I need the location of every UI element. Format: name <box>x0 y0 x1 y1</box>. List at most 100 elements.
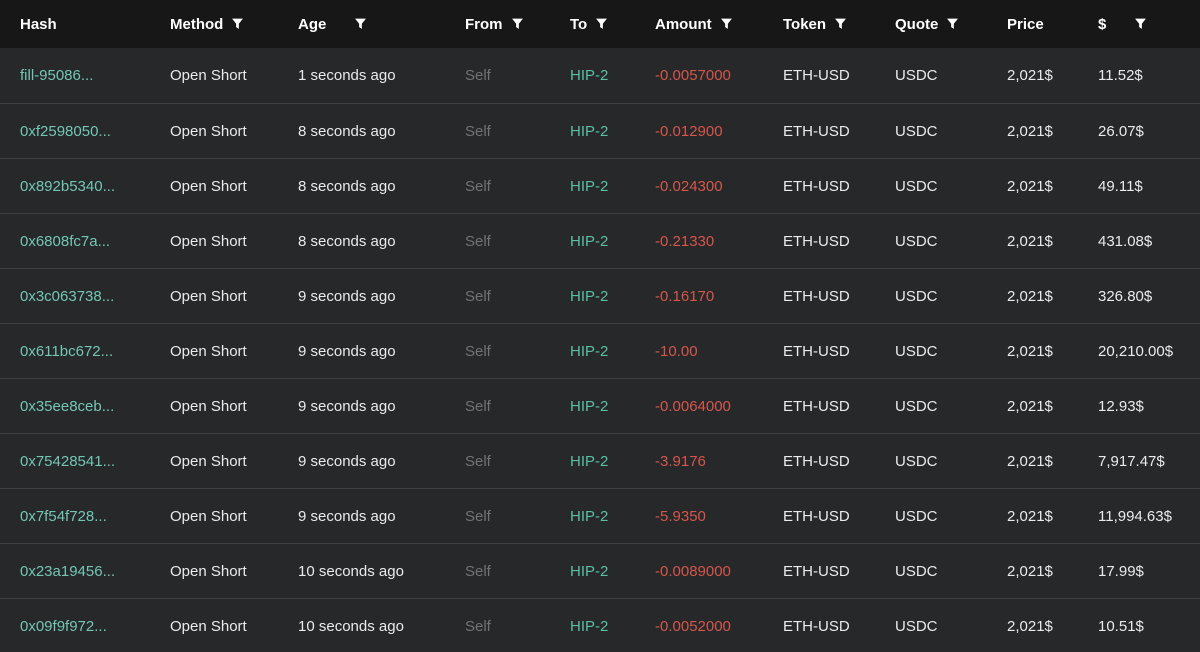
age-cell: 8 seconds ago <box>298 177 396 195</box>
column-header-usd-label: $ <box>1098 15 1107 33</box>
column-header-quote: Quote <box>880 16 990 33</box>
age-cell: 10 seconds ago <box>298 562 404 580</box>
column-header-amount: Amount <box>640 16 770 33</box>
usd-value-cell: 20,210.00$ <box>1098 342 1174 360</box>
column-header-token-label: Token <box>783 15 827 33</box>
hash-link[interactable]: 0x35ee8ceb... <box>20 397 115 415</box>
method-cell: Open Short <box>170 342 247 360</box>
age-cell: 9 seconds ago <box>298 452 396 470</box>
quote-cell: USDC <box>895 342 938 360</box>
table-body: fill-95086... Open Short 1 seconds ago S… <box>0 48 1200 652</box>
amount-cell: -0.0057000 <box>655 67 731 84</box>
age-cell: 10 seconds ago <box>298 617 404 635</box>
from-cell: Self <box>465 232 491 250</box>
token-cell: ETH-USD <box>783 232 850 250</box>
hash-link[interactable]: 0x23a19456... <box>20 562 116 580</box>
price-cell: 2,021$ <box>1007 232 1053 250</box>
hash-link[interactable]: 0x892b5340... <box>20 177 116 195</box>
table-row: 0xf2598050... Open Short 8 seconds ago S… <box>0 103 1200 158</box>
age-cell: 9 seconds ago <box>298 507 396 525</box>
from-cell: Self <box>465 287 491 305</box>
column-header-price-label: Price <box>1007 15 1044 33</box>
amount-cell: -0.21330 <box>655 232 715 250</box>
hash-link[interactable]: fill-95086... <box>20 67 94 84</box>
to-link[interactable]: HIP-2 <box>570 562 609 580</box>
usd-value-cell: 49.11$ <box>1098 177 1143 195</box>
age-cell: 9 seconds ago <box>298 287 396 305</box>
method-cell: Open Short <box>170 452 247 470</box>
to-link[interactable]: HIP-2 <box>570 67 609 84</box>
to-link[interactable]: HIP-2 <box>570 177 609 195</box>
quote-filter-icon[interactable] <box>946 17 959 31</box>
to-link[interactable]: HIP-2 <box>570 452 609 470</box>
usd-value-cell: 12.93$ <box>1098 397 1144 415</box>
column-header-from: From <box>445 16 550 33</box>
hash-link[interactable]: 0x611bc672... <box>20 342 114 360</box>
table-row: 0x7f54f728... Open Short 9 seconds ago S… <box>0 488 1200 543</box>
amount-cell: -0.024300 <box>655 177 723 195</box>
token-cell: ETH-USD <box>783 617 850 635</box>
column-header-price: Price <box>990 16 1085 33</box>
column-header-hash: Hash <box>0 16 150 33</box>
table-row: 0x611bc672... Open Short 9 seconds ago S… <box>0 323 1200 378</box>
price-cell: 2,021$ <box>1007 122 1053 140</box>
table-row: 0x6808fc7a... Open Short 8 seconds ago S… <box>0 213 1200 268</box>
column-header-from-label: From <box>465 15 503 33</box>
method-cell: Open Short <box>170 232 247 250</box>
column-header-usd: $ <box>1085 16 1200 33</box>
method-cell: Open Short <box>170 287 247 305</box>
column-header-method: Method <box>150 16 285 33</box>
quote-cell: USDC <box>895 177 938 195</box>
amount-cell: -0.0089000 <box>655 562 731 580</box>
hash-link[interactable]: 0x3c063738... <box>20 287 115 305</box>
token-filter-icon[interactable] <box>834 17 847 31</box>
token-cell: ETH-USD <box>783 397 850 415</box>
amount-filter-icon[interactable] <box>720 17 733 31</box>
quote-cell: USDC <box>895 122 938 140</box>
amount-cell: -5.9350 <box>655 507 706 525</box>
price-cell: 2,021$ <box>1007 397 1053 415</box>
to-filter-icon[interactable] <box>595 17 608 31</box>
to-link[interactable]: HIP-2 <box>570 232 609 250</box>
from-cell: Self <box>465 177 491 195</box>
table-header: Hash Method Age From To Amount Token Quo… <box>0 0 1200 48</box>
price-cell: 2,021$ <box>1007 67 1053 84</box>
from-cell: Self <box>465 397 491 415</box>
to-link[interactable]: HIP-2 <box>570 397 609 415</box>
method-cell: Open Short <box>170 397 247 415</box>
table-row: 0x35ee8ceb... Open Short 9 seconds ago S… <box>0 378 1200 433</box>
usd-filter-icon[interactable] <box>1134 17 1147 31</box>
from-cell: Self <box>465 562 491 580</box>
from-cell: Self <box>465 452 491 470</box>
hash-link[interactable]: 0x6808fc7a... <box>20 232 111 250</box>
method-cell: Open Short <box>170 507 247 525</box>
column-header-to-label: To <box>570 15 588 33</box>
hash-link[interactable]: 0x09f9f972... <box>20 617 107 635</box>
amount-cell: -3.9176 <box>655 452 706 470</box>
quote-cell: USDC <box>895 452 938 470</box>
to-link[interactable]: HIP-2 <box>570 617 609 635</box>
table-row: 0x75428541... Open Short 9 seconds ago S… <box>0 433 1200 488</box>
quote-cell: USDC <box>895 67 938 84</box>
to-link[interactable]: HIP-2 <box>570 507 609 525</box>
from-filter-icon[interactable] <box>511 17 524 31</box>
usd-value-cell: 17.99$ <box>1098 562 1144 580</box>
price-cell: 2,021$ <box>1007 452 1053 470</box>
usd-value-cell: 11.52$ <box>1098 67 1143 84</box>
to-link[interactable]: HIP-2 <box>570 122 609 140</box>
hash-link[interactable]: 0x7f54f728... <box>20 507 107 525</box>
age-cell: 9 seconds ago <box>298 397 396 415</box>
price-cell: 2,021$ <box>1007 342 1053 360</box>
usd-value-cell: 11,994.63$ <box>1098 507 1172 525</box>
method-filter-icon[interactable] <box>231 17 244 31</box>
age-cell: 8 seconds ago <box>298 122 396 140</box>
from-cell: Self <box>465 122 491 140</box>
amount-cell: -0.16170 <box>655 287 715 305</box>
token-cell: ETH-USD <box>783 287 850 305</box>
age-filter-icon[interactable] <box>354 17 367 31</box>
to-link[interactable]: HIP-2 <box>570 342 609 360</box>
hash-link[interactable]: 0xf2598050... <box>20 122 111 140</box>
hash-link[interactable]: 0x75428541... <box>20 452 116 470</box>
to-link[interactable]: HIP-2 <box>570 287 609 305</box>
